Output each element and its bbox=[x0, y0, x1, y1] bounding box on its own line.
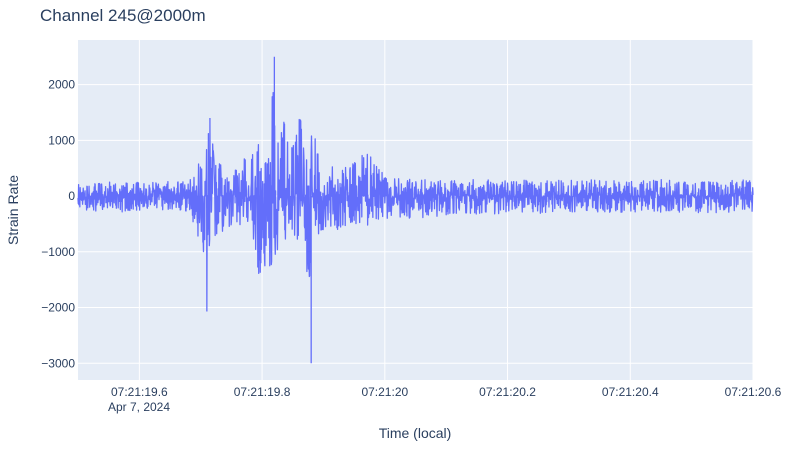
x-tick-label: 07:21:20 bbox=[361, 385, 408, 399]
strain-rate-trace bbox=[77, 56, 754, 364]
y-axis-ticks: 2000 1000 0 −1000 −2000 −3000 bbox=[41, 78, 75, 371]
y-tick-label: 2000 bbox=[48, 78, 75, 92]
x-axis-ticks: 07:21:19.6 07:21:19.8 07:21:20 07:21:20.2 07… bbox=[111, 385, 782, 399]
y-tick-label: −2000 bbox=[41, 301, 75, 315]
y-tick-label: 0 bbox=[68, 189, 75, 203]
series-line bbox=[77, 56, 754, 364]
y-tick-label: 1000 bbox=[48, 133, 75, 147]
y-axis-title: Strain Rate bbox=[5, 175, 21, 245]
chart-title: Channel 245@2000m bbox=[40, 6, 206, 25]
x-axis-title: Time (local) bbox=[379, 425, 452, 441]
x-tick-label: 07:21:19.6 bbox=[111, 385, 168, 399]
x-tick-label: 07:21:19.8 bbox=[234, 385, 291, 399]
x-date-label: Apr 7, 2024 bbox=[108, 400, 170, 414]
y-tick-label: −3000 bbox=[41, 356, 75, 370]
y-tick-label: −1000 bbox=[41, 245, 75, 259]
plot-area bbox=[78, 40, 753, 380]
x-tick-label: 07:21:20.2 bbox=[479, 385, 536, 399]
x-tick-label: 07:21:20.6 bbox=[725, 385, 782, 399]
x-tick-label: 07:21:20.4 bbox=[602, 385, 659, 399]
